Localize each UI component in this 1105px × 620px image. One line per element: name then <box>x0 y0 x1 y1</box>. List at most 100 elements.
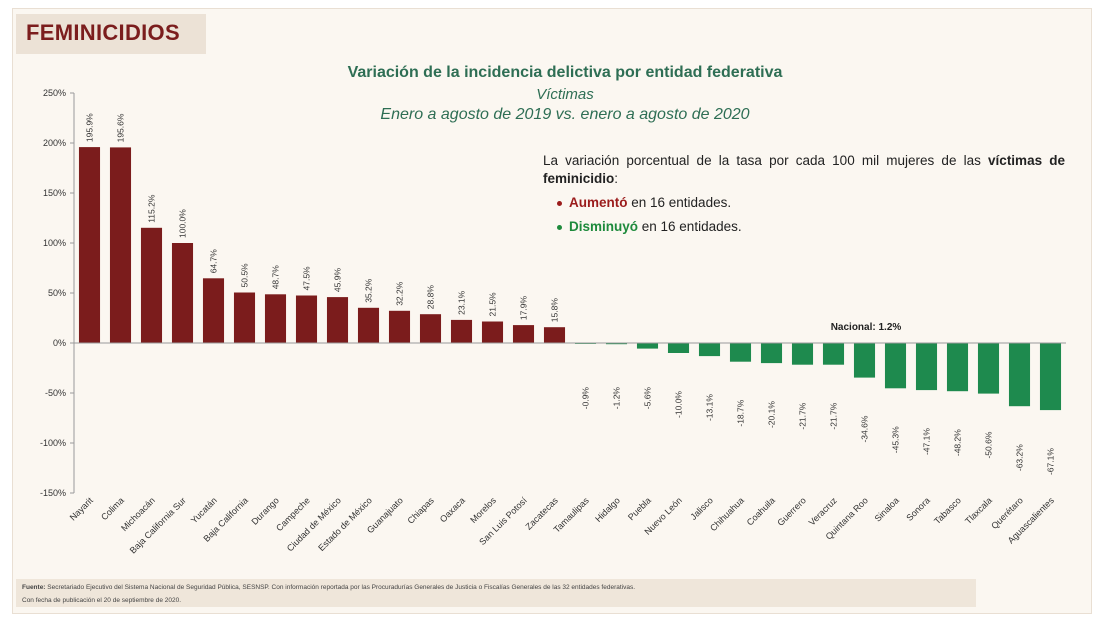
chart-subtitle: Víctimas <box>536 86 594 103</box>
data-label: -34.6% <box>860 415 870 442</box>
page-title: FEMINICIDIOS <box>26 20 180 45</box>
legend-decrease: Disminuyó en 16 entidades. <box>543 218 1065 236</box>
category-label: Ciudad de México <box>285 495 343 553</box>
category-label: Estado de México <box>316 495 374 553</box>
bar-23 <box>760 343 783 364</box>
data-label: -50.6% <box>984 431 994 458</box>
data-label: 195.6% <box>116 113 126 142</box>
category-label: Tlaxcala <box>963 495 994 526</box>
bar-18 <box>605 343 628 345</box>
data-label: 15.8% <box>550 298 560 323</box>
data-label: 28.8% <box>426 285 436 310</box>
y-tick-label: -100% <box>40 438 66 448</box>
data-label: -67.1% <box>1046 448 1056 475</box>
chart-title: Variación de la incidencia delictiva por… <box>347 64 783 81</box>
category-label: Oaxaca <box>438 495 467 524</box>
bar-19 <box>636 343 659 349</box>
y-tick-label: 150% <box>43 188 66 198</box>
category-label: Nayarit <box>68 495 96 523</box>
bar-29 <box>946 343 969 392</box>
bar-28 <box>915 343 938 391</box>
bar-11 <box>388 310 411 343</box>
bar-5 <box>202 278 225 343</box>
bar-27 <box>884 343 907 389</box>
y-tick-label: 50% <box>48 288 66 298</box>
bar-22 <box>729 343 752 362</box>
data-label: -63.2% <box>1015 444 1025 471</box>
bar-26 <box>853 343 876 378</box>
bar-24 <box>791 343 814 365</box>
data-label: -21.7% <box>829 402 839 429</box>
data-label: 115.2% <box>147 194 157 223</box>
bar-6 <box>233 292 256 343</box>
chart-period: Enero a agosto de 2019 vs. enero a agost… <box>380 106 750 123</box>
data-label: 50.5% <box>240 263 250 288</box>
data-label: 100.0% <box>178 209 188 238</box>
bar-32 <box>1039 343 1062 411</box>
category-label: Sinaloa <box>873 495 901 523</box>
data-label: 64.7% <box>209 249 219 274</box>
green-dot-icon <box>557 225 562 230</box>
category-label: Chihuahua <box>708 495 746 533</box>
bar-4 <box>171 243 194 343</box>
source-footer <box>16 579 976 607</box>
category-label: Yucatán <box>189 495 219 525</box>
category-label: Tabasco <box>932 495 963 526</box>
bar-3 <box>140 227 163 343</box>
data-label: -18.7% <box>736 399 746 426</box>
bar-21 <box>698 343 721 357</box>
data-label: 45.9% <box>333 268 343 293</box>
y-tick-label: -150% <box>40 488 66 498</box>
bar-10 <box>357 307 380 343</box>
data-label: 195.9% <box>85 113 95 142</box>
data-label: -0.9% <box>581 387 591 410</box>
legend-description: La variación porcentual de la tasa por c… <box>543 153 1065 186</box>
y-tick-label: 100% <box>43 238 66 248</box>
data-label: 35.2% <box>364 278 374 303</box>
bar-7 <box>264 294 287 343</box>
bar-12 <box>419 314 442 343</box>
data-label: -47.1% <box>922 428 932 455</box>
category-label: Colima <box>99 495 126 522</box>
red-dot-icon <box>557 201 562 206</box>
bar-1 <box>78 147 101 343</box>
y-tick-label: 250% <box>43 88 66 98</box>
category-label: Guerrero <box>775 495 808 528</box>
data-label: -45.3% <box>891 426 901 453</box>
source-note: Fuente: Secretariado Ejecutivo del Siste… <box>22 584 636 591</box>
bar-14 <box>481 321 504 343</box>
bar-9 <box>326 297 349 343</box>
y-tick-label: 200% <box>43 138 66 148</box>
data-label: -10.0% <box>674 391 684 418</box>
category-label: Baja California Sur <box>128 495 188 555</box>
data-label: 32.2% <box>395 281 405 306</box>
category-label: Coahuila <box>745 495 777 527</box>
data-label: 23.1% <box>457 290 467 315</box>
bar-30 <box>977 343 1000 394</box>
category-label: Hidalgo <box>593 495 622 524</box>
bar-13 <box>450 319 473 343</box>
data-label: -48.2% <box>953 429 963 456</box>
chart-legend: La variación porcentual de la tasa por c… <box>543 152 1065 236</box>
bar-16 <box>543 327 566 343</box>
legend-increase: Aumentó en 16 entidades. <box>543 194 1065 212</box>
bar-25 <box>822 343 845 365</box>
data-label: -5.6% <box>643 387 653 410</box>
bar-20 <box>667 343 690 353</box>
bar-15 <box>512 325 535 343</box>
bar-8 <box>295 295 318 343</box>
bar-31 <box>1008 343 1031 407</box>
bar-2 <box>109 147 132 343</box>
publication-note: Con fecha de publicación el 20 de septie… <box>22 597 181 604</box>
category-label: Durango <box>249 495 280 526</box>
legend-description-bold: víctimas de feminicidio <box>543 153 1065 186</box>
y-tick-label: 0% <box>53 338 66 348</box>
data-label: 17.9% <box>519 296 529 321</box>
data-label: 21.5% <box>488 292 498 317</box>
data-label: -13.1% <box>705 394 715 421</box>
y-tick-label: -50% <box>45 388 66 398</box>
category-label: Sonora <box>904 495 932 523</box>
category-label: Puebla <box>626 495 653 522</box>
category-label: Chiapas <box>405 495 436 526</box>
